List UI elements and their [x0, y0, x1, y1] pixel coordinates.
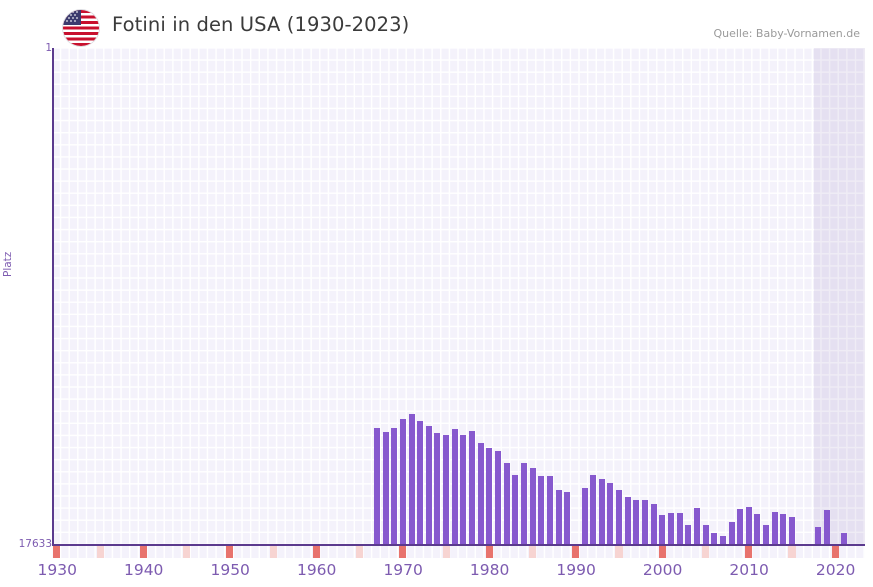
x-axis-label-1980: 1980	[469, 561, 510, 579]
bar-2012	[763, 525, 770, 545]
bar-1971	[408, 414, 415, 545]
y-axis-title: Platz	[2, 251, 14, 277]
bar-1984	[520, 463, 527, 545]
bar-1982	[503, 463, 510, 545]
bar-2008	[728, 522, 735, 545]
x-axis-label-1990: 1990	[556, 561, 596, 579]
x-tick-marker-1990	[572, 546, 580, 558]
x-tick-marker-1940	[139, 546, 147, 558]
bar-1983	[512, 475, 519, 545]
x-tick-marker-1965	[356, 546, 364, 558]
plot-area	[52, 48, 865, 545]
bar-1968	[382, 432, 389, 545]
bar-2005	[702, 525, 709, 545]
x-tick-marker-2020	[831, 546, 839, 558]
x-tick-marker-1970	[399, 546, 407, 558]
bar-1999	[650, 504, 657, 545]
source-attribution: Quelle: Baby-Vornamen.de	[713, 27, 860, 40]
bar-2006	[711, 533, 718, 545]
tick-strip-grid	[52, 546, 865, 558]
x-tick-marker-1995	[615, 546, 623, 558]
x-axis-label-2010: 2010	[729, 561, 769, 579]
bar-2014	[780, 514, 787, 545]
x-axis-label-2020: 2020	[815, 561, 856, 579]
x-axis-line	[52, 544, 865, 546]
bar-2000	[659, 515, 666, 545]
usa-flag-icon	[63, 10, 99, 46]
x-tick-marker-1980	[485, 546, 493, 558]
x-tick-marker-1975	[442, 546, 450, 558]
x-tick-marker-1985	[528, 546, 537, 558]
recent-years-shading	[814, 48, 865, 545]
bar-1992	[590, 475, 597, 545]
x-tick-marker-1930	[53, 546, 61, 558]
x-axis-label-1960: 1960	[296, 561, 337, 579]
x-tick-marker-1955	[269, 546, 277, 558]
bar-2019	[823, 510, 830, 545]
bar-2011	[754, 514, 761, 545]
x-axis-tick-strip	[52, 546, 865, 558]
bar-1979	[477, 443, 484, 545]
x-tick-marker-1950	[226, 546, 234, 558]
flag-canton	[63, 10, 81, 25]
chart-header: Fotini in den USA (1930-2023) Quelle: Ba…	[0, 0, 873, 46]
x-tick-marker-1960	[312, 546, 320, 558]
bar-2004	[693, 508, 700, 545]
bar-1997	[633, 500, 640, 545]
x-tick-marker-1935	[96, 546, 104, 558]
bar-1970	[399, 419, 406, 545]
x-tick-marker-2015	[788, 546, 796, 558]
bar-2010	[745, 507, 752, 545]
x-tick-marker-2005	[701, 546, 710, 558]
bar-1980	[486, 448, 493, 545]
bar-1987	[546, 476, 553, 545]
bar-1981	[495, 451, 502, 545]
bar-1975	[443, 435, 450, 545]
y-axis-line	[52, 48, 54, 545]
y-axis-bottom-label: 17633	[18, 538, 52, 550]
bar-2007	[719, 536, 726, 545]
page-title: Fotini in den USA (1930-2023)	[112, 13, 410, 36]
x-axis-label-1940: 1940	[123, 561, 164, 579]
bar-1996	[624, 497, 631, 545]
bar-1973	[425, 426, 432, 545]
bar-1977	[460, 435, 467, 545]
x-tick-marker-1945	[183, 546, 191, 558]
bar-1972	[417, 421, 424, 545]
bar-2003	[685, 525, 692, 545]
bar-1974	[434, 433, 441, 545]
y-axis-top-label: 1	[45, 42, 52, 54]
bar-1986	[538, 476, 545, 545]
grid-lines	[52, 48, 865, 545]
bar-2018	[815, 527, 822, 545]
x-axis-label-2000: 2000	[642, 561, 683, 579]
bar-series	[52, 48, 865, 545]
x-axis-label-1930: 1930	[37, 561, 77, 579]
bar-1976	[451, 429, 458, 545]
bar-1994	[607, 483, 614, 545]
bar-2021	[840, 533, 847, 545]
x-tick-marker-2000	[658, 546, 666, 558]
bar-2009	[737, 509, 744, 545]
bar-1985	[529, 468, 536, 545]
bar-1978	[469, 431, 476, 545]
bar-1993	[598, 479, 605, 545]
bar-1989	[564, 492, 571, 545]
bar-2015	[789, 517, 796, 545]
bar-1969	[391, 428, 398, 545]
bar-2001	[667, 513, 674, 545]
bar-2013	[771, 512, 778, 545]
bar-1991	[581, 488, 588, 545]
bar-1998	[642, 500, 649, 545]
bar-1988	[555, 490, 562, 545]
x-axis-label-1970: 1970	[383, 561, 423, 579]
x-tick-marker-2010	[745, 546, 753, 558]
bar-1995	[616, 490, 623, 545]
bar-1967	[373, 428, 380, 545]
bar-2002	[676, 513, 683, 545]
x-axis-label-1950: 1950	[210, 561, 250, 579]
